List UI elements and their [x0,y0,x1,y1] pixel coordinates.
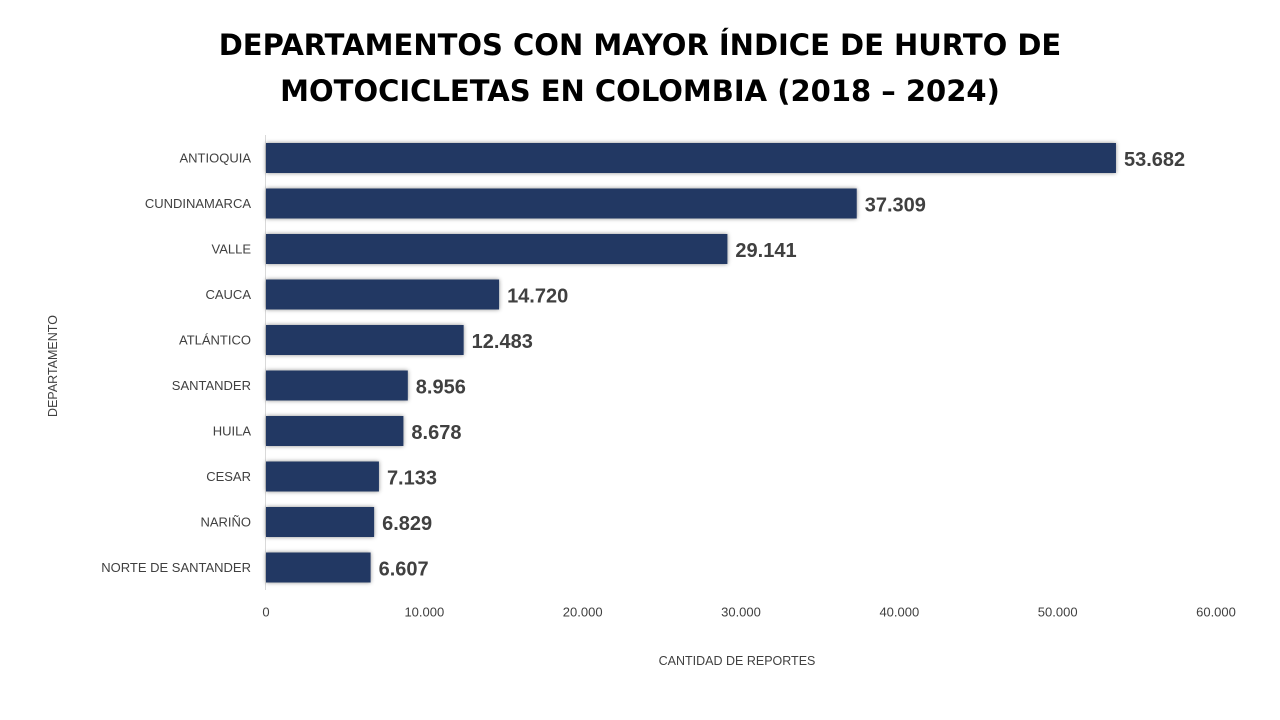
category-label: ANTIOQUIA [179,151,251,166]
data-label: 6.607 [379,559,429,581]
bar [266,370,408,401]
chart-title: DEPARTAMENTOS CON MAYOR ÍNDICE DE HURTO … [0,22,1280,114]
bar [266,188,857,219]
data-label: 8.678 [411,422,461,444]
bar [266,416,404,446]
x-axis-title: CANTIDAD DE REPORTES [658,654,816,668]
x-tick-label: 0 [262,605,269,620]
data-label: 53.682 [1124,149,1185,171]
x-tick-label: 30.000 [721,605,761,620]
bar [266,234,728,264]
x-tick-label: 60.000 [1196,605,1236,620]
data-label: 29.141 [735,240,796,262]
x-tick-label: 10.000 [404,605,444,620]
category-label: CUNDINAMARCA [145,196,252,211]
x-tick-label: 50.000 [1038,605,1078,620]
category-label: CESAR [206,469,251,484]
category-label: VALLE [211,242,251,257]
category-label: SANTANDER [172,378,251,393]
y-axis-title: DEPARTAMENTO [46,315,60,417]
data-label: 14.720 [507,286,568,308]
data-labels-group: 53.682 37.309 29.141 14.720 12.483 8.956 8.678… [379,149,1186,581]
bar [266,461,379,492]
category-label: HUILA [213,424,252,439]
chart-title-line-2: MOTOCICLETAS EN COLOMBIA (2018 – 2024) [280,74,1000,108]
data-label: 37.309 [865,195,926,217]
chart-title-line-1: DEPARTAMENTOS CON MAYOR ÍNDICE DE HURTO … [218,28,1062,62]
bar [266,507,375,537]
data-label: 6.829 [382,513,432,535]
bar [266,325,464,355]
x-tick-labels-group: 0 10.000 20.000 30.000 40.000 50.000 60.000 [262,605,1236,620]
category-label: CAUCA [205,287,251,302]
x-tick-label: 40.000 [879,605,919,620]
data-label: 7.133 [387,468,437,490]
data-label: 8.956 [416,377,466,399]
category-label: NARIÑO [200,515,251,530]
x-tick-label: 20.000 [563,605,603,620]
category-label: NORTE DE SANTANDER [101,560,251,575]
bar [266,143,1116,173]
bar [266,552,371,583]
category-labels-group: ANTIOQUIA CUNDINAMARCA VALLE CAUCA ATLÁNTICO… [101,151,251,576]
bars-group [266,143,1116,583]
category-label: ATLÁNTICO [179,333,251,348]
data-label: 12.483 [472,331,533,353]
bar [266,279,500,310]
